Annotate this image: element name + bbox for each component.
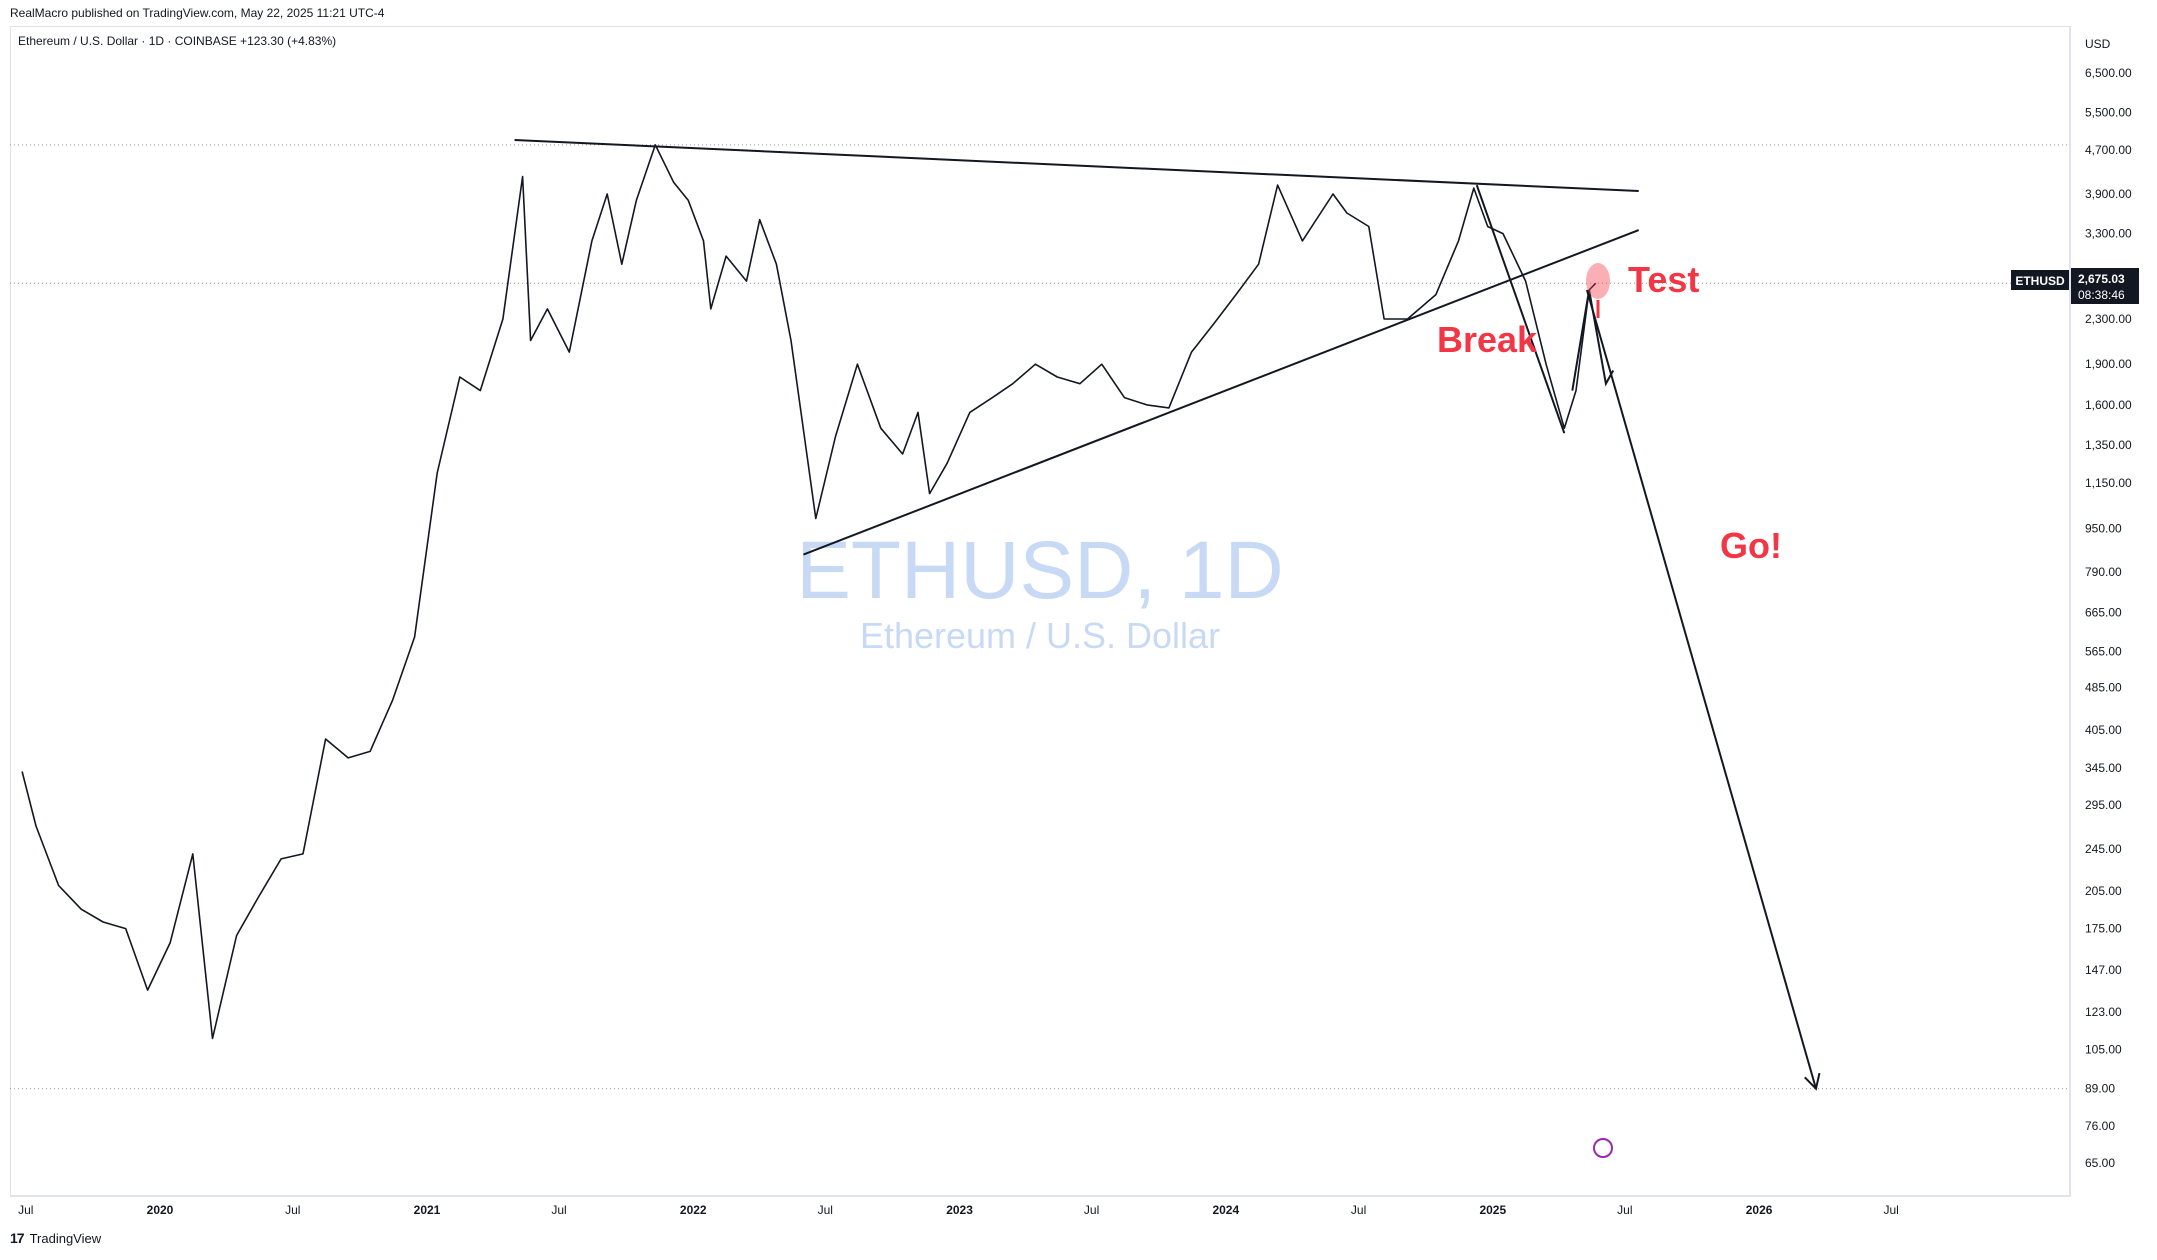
y-tick-label: 565.00 [2085, 644, 2122, 658]
x-tick-label: Jul [1617, 1203, 1632, 1217]
arrowhead [1804, 1072, 1821, 1091]
last-symbol-label: ETHUSD [2015, 274, 2065, 288]
go-label[interactable]: Go! [1720, 525, 1782, 566]
annotation-layer[interactable]: Break Test Go! [1437, 259, 1782, 1158]
y-tick-label: 6,500.00 [2085, 66, 2132, 80]
test-label[interactable]: Test [1628, 259, 1699, 300]
trendline [1475, 184, 1566, 434]
x-tick-label: 2021 [414, 1203, 441, 1217]
x-tick-label: Jul [1084, 1203, 1099, 1217]
x-tick-label: Jul [285, 1203, 300, 1217]
y-tick-label: 405.00 [2085, 723, 2122, 737]
y-tick-label: 3,300.00 [2085, 227, 2132, 241]
y-tick-label: 1,150.00 [2085, 476, 2132, 490]
y-tick-label: 123.00 [2085, 1005, 2122, 1019]
footer: 17 TradingView [10, 1230, 101, 1246]
bar-countdown: 08:38:46 [2078, 288, 2125, 302]
y-tick-label: 175.00 [2085, 922, 2122, 936]
y-tick-label: 5,500.00 [2085, 106, 2132, 120]
y-tick-label: 65.00 [2085, 1156, 2115, 1170]
trendline [1585, 289, 1817, 1089]
y-tick-label: 790.00 [2085, 565, 2122, 579]
last-price-badge [2071, 268, 2139, 304]
y-tick-label: 1,900.00 [2085, 357, 2132, 371]
y-tick-label: 665.00 [2085, 606, 2122, 620]
x-tick-label: Jul [818, 1203, 833, 1217]
brand-name: TradingView [29, 1230, 102, 1246]
projection-zigzag [1571, 289, 1615, 391]
last-price-marker: ETHUSD 2,675.03 08:38:46 [2011, 268, 2139, 304]
y-tick-label: 205.00 [2085, 884, 2122, 898]
chart-pane[interactable] [10, 26, 2070, 1196]
time-axis-separator [10, 1196, 2071, 1197]
price-line [21, 144, 1597, 1040]
trendline-drawings[interactable] [514, 139, 1821, 1091]
x-tick-label: Jul [551, 1203, 566, 1217]
y-tick-label: 4,700.00 [2085, 143, 2132, 157]
x-tick-label: 2020 [147, 1203, 174, 1217]
tradingview-logo-icon[interactable]: 17 [10, 1230, 25, 1246]
price-series [21, 144, 1597, 1040]
y-tick-label: 105.00 [2085, 1043, 2122, 1057]
test-highlight [1586, 263, 1610, 299]
currency-label: USD [2085, 37, 2111, 51]
watermark-title: ETHUSD, 1D [796, 525, 1284, 616]
y-tick-label: 1,600.00 [2085, 398, 2132, 412]
y-tick-label: 76.00 [2085, 1119, 2115, 1133]
y-tick-label: 485.00 [2085, 680, 2122, 694]
y-tick-label: 345.00 [2085, 761, 2122, 775]
x-tick-label: Jul [1883, 1203, 1898, 1217]
x-tick-label: 2023 [946, 1203, 973, 1217]
trendline [514, 139, 1639, 193]
y-tick-label: 2,300.00 [2085, 312, 2132, 326]
trendline [803, 229, 1640, 556]
x-tick-label: 2022 [680, 1203, 707, 1217]
watermark-subtitle: Ethereum / U.S. Dollar [860, 615, 1220, 656]
y-tick-label: 147.00 [2085, 963, 2122, 977]
symbol-watermark: ETHUSD, 1D Ethereum / U.S. Dollar [796, 525, 1284, 656]
reference-lines [10, 144, 2070, 1090]
last-price-value: 2,675.03 [2078, 272, 2125, 286]
y-tick-label: 1,350.00 [2085, 438, 2132, 452]
x-tick-label: 2024 [1212, 1203, 1239, 1217]
x-tick-label: Jul [1351, 1203, 1366, 1217]
price-axis-separator [2070, 26, 2071, 1196]
time-axis[interactable]: Jul 2020 Jul 2021 Jul 2022 Jul 2023 Jul 2024 Jul 20… [18, 1203, 1899, 1217]
symbol-info[interactable]: Ethereum / U.S. Dollar · 1D · COINBASE +… [18, 34, 337, 48]
y-tick-label: 295.00 [2085, 798, 2122, 812]
x-tick-label: 2026 [1746, 1203, 1773, 1217]
replay-icon[interactable] [1593, 1138, 1613, 1158]
y-tick-label: 950.00 [2085, 521, 2122, 535]
x-tick-label: 2025 [1479, 1203, 1506, 1217]
price-axis[interactable]: USD 6,500.00 5,500.00 4,700.00 3,900.00 3,30… [2085, 37, 2132, 1170]
x-tick-label: Jul [18, 1203, 33, 1217]
y-tick-label: 3,900.00 [2085, 187, 2132, 201]
y-tick-label: 89.00 [2085, 1082, 2115, 1096]
publisher-line: RealMacro published on TradingView.com, … [10, 6, 385, 20]
last-symbol-badge [2011, 270, 2069, 290]
break-label[interactable]: Break [1437, 319, 1538, 360]
y-tick-label: 245.00 [2085, 842, 2122, 856]
